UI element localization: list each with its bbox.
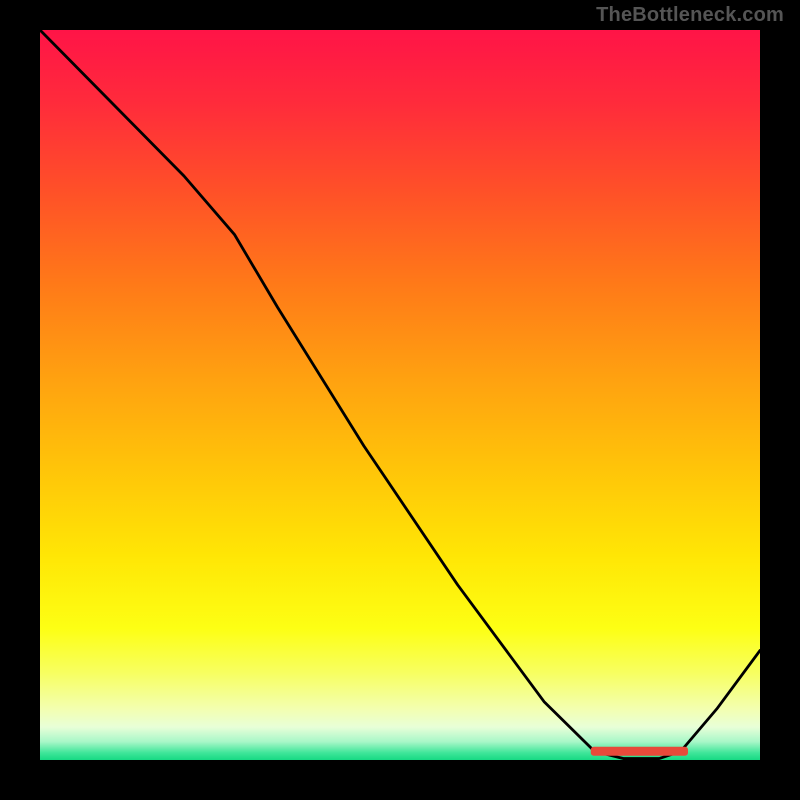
watermark-text: TheBottleneck.com: [596, 4, 784, 27]
optimal-range-marker: [591, 747, 688, 756]
chart-svg: [40, 30, 760, 760]
chart-plot-area: [40, 30, 760, 760]
